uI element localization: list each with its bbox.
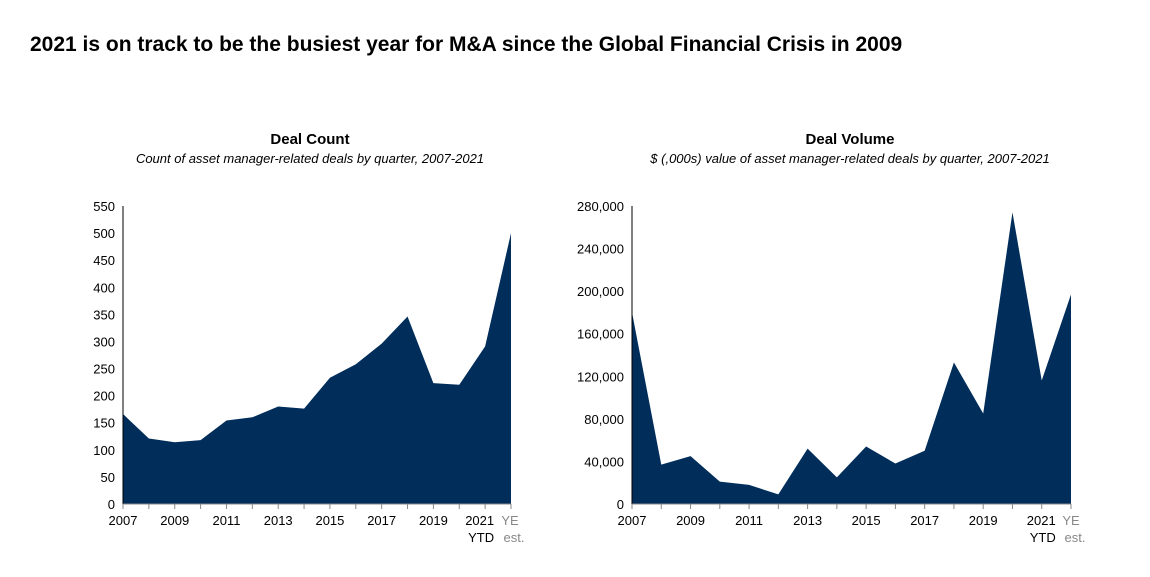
x-tick-label-line2: est. <box>504 530 525 545</box>
x-tick-label: 2015 <box>852 513 881 528</box>
y-tick-label: 450 <box>93 253 115 268</box>
x-tick-label: 2019 <box>969 513 998 528</box>
deal-volume-title: Deal Volume <box>805 131 895 148</box>
x-tick-label: 2009 <box>676 513 705 528</box>
x-tick-label: 2013 <box>264 513 293 528</box>
y-tick-label: 300 <box>93 334 115 349</box>
x-tick-label: 2013 <box>793 513 822 528</box>
y-tick-label: 0 <box>108 497 115 512</box>
x-tick-label-line2: YTD <box>468 530 494 545</box>
y-tick-label: 280,000 <box>577 199 624 214</box>
x-tick-label: 2017 <box>367 513 396 528</box>
x-tick-label: 2019 <box>419 513 448 528</box>
area-series <box>123 233 511 504</box>
deal-count-title: Deal Count <box>270 131 350 148</box>
page-title: 2021 is on track to be the busiest year … <box>30 33 903 56</box>
y-tick-label: 50 <box>101 470 115 485</box>
y-tick-label: 0 <box>617 497 624 512</box>
x-tick-label: YE <box>501 513 519 528</box>
y-tick-label: 350 <box>93 307 115 322</box>
y-tick-label: 150 <box>93 416 115 431</box>
y-tick-label: 240,000 <box>577 242 624 257</box>
x-tick-label-line2: YTD <box>1030 530 1056 545</box>
x-tick-label: 2021 <box>465 513 494 528</box>
y-tick-label: 500 <box>93 226 115 241</box>
y-tick-label: 550 <box>93 199 115 214</box>
y-tick-label: 80,000 <box>584 412 624 427</box>
x-tick-label: 2007 <box>109 513 138 528</box>
y-tick-label: 250 <box>93 362 115 377</box>
x-tick-label: 2011 <box>735 513 763 528</box>
x-tick-label: 2007 <box>618 513 647 528</box>
y-tick-label: 200 <box>93 389 115 404</box>
x-tick-label: YE <box>1062 513 1080 528</box>
x-tick-label: 2017 <box>910 513 939 528</box>
x-tick-label: 2011 <box>212 513 240 528</box>
y-tick-label: 120,000 <box>577 369 624 384</box>
y-tick-label: 100 <box>93 443 115 458</box>
y-tick-label: 200,000 <box>577 284 624 299</box>
area-series <box>632 212 1071 504</box>
y-tick-label: 400 <box>93 280 115 295</box>
y-tick-label: 40,000 <box>584 454 624 469</box>
x-tick-label-line2: est. <box>1065 530 1086 545</box>
deal-count-subtitle: Count of asset manager-related deals by … <box>135 151 485 166</box>
deal-volume-subtitle: $ (,000s) value of asset manager-related… <box>650 151 1050 166</box>
x-tick-label: 2015 <box>315 513 344 528</box>
x-tick-label: 2021 <box>1027 513 1056 528</box>
y-tick-label: 160,000 <box>577 327 624 342</box>
x-tick-label: 2009 <box>160 513 189 528</box>
